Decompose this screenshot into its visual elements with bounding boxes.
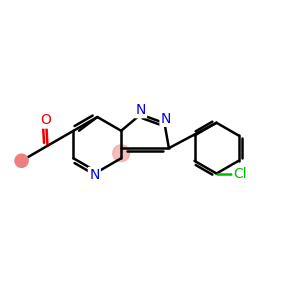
Circle shape	[113, 145, 130, 162]
Circle shape	[15, 154, 28, 167]
Text: N: N	[161, 112, 171, 126]
Text: N: N	[135, 103, 146, 117]
Text: Cl: Cl	[234, 167, 247, 181]
Text: N: N	[89, 168, 100, 182]
Text: O: O	[40, 113, 52, 127]
